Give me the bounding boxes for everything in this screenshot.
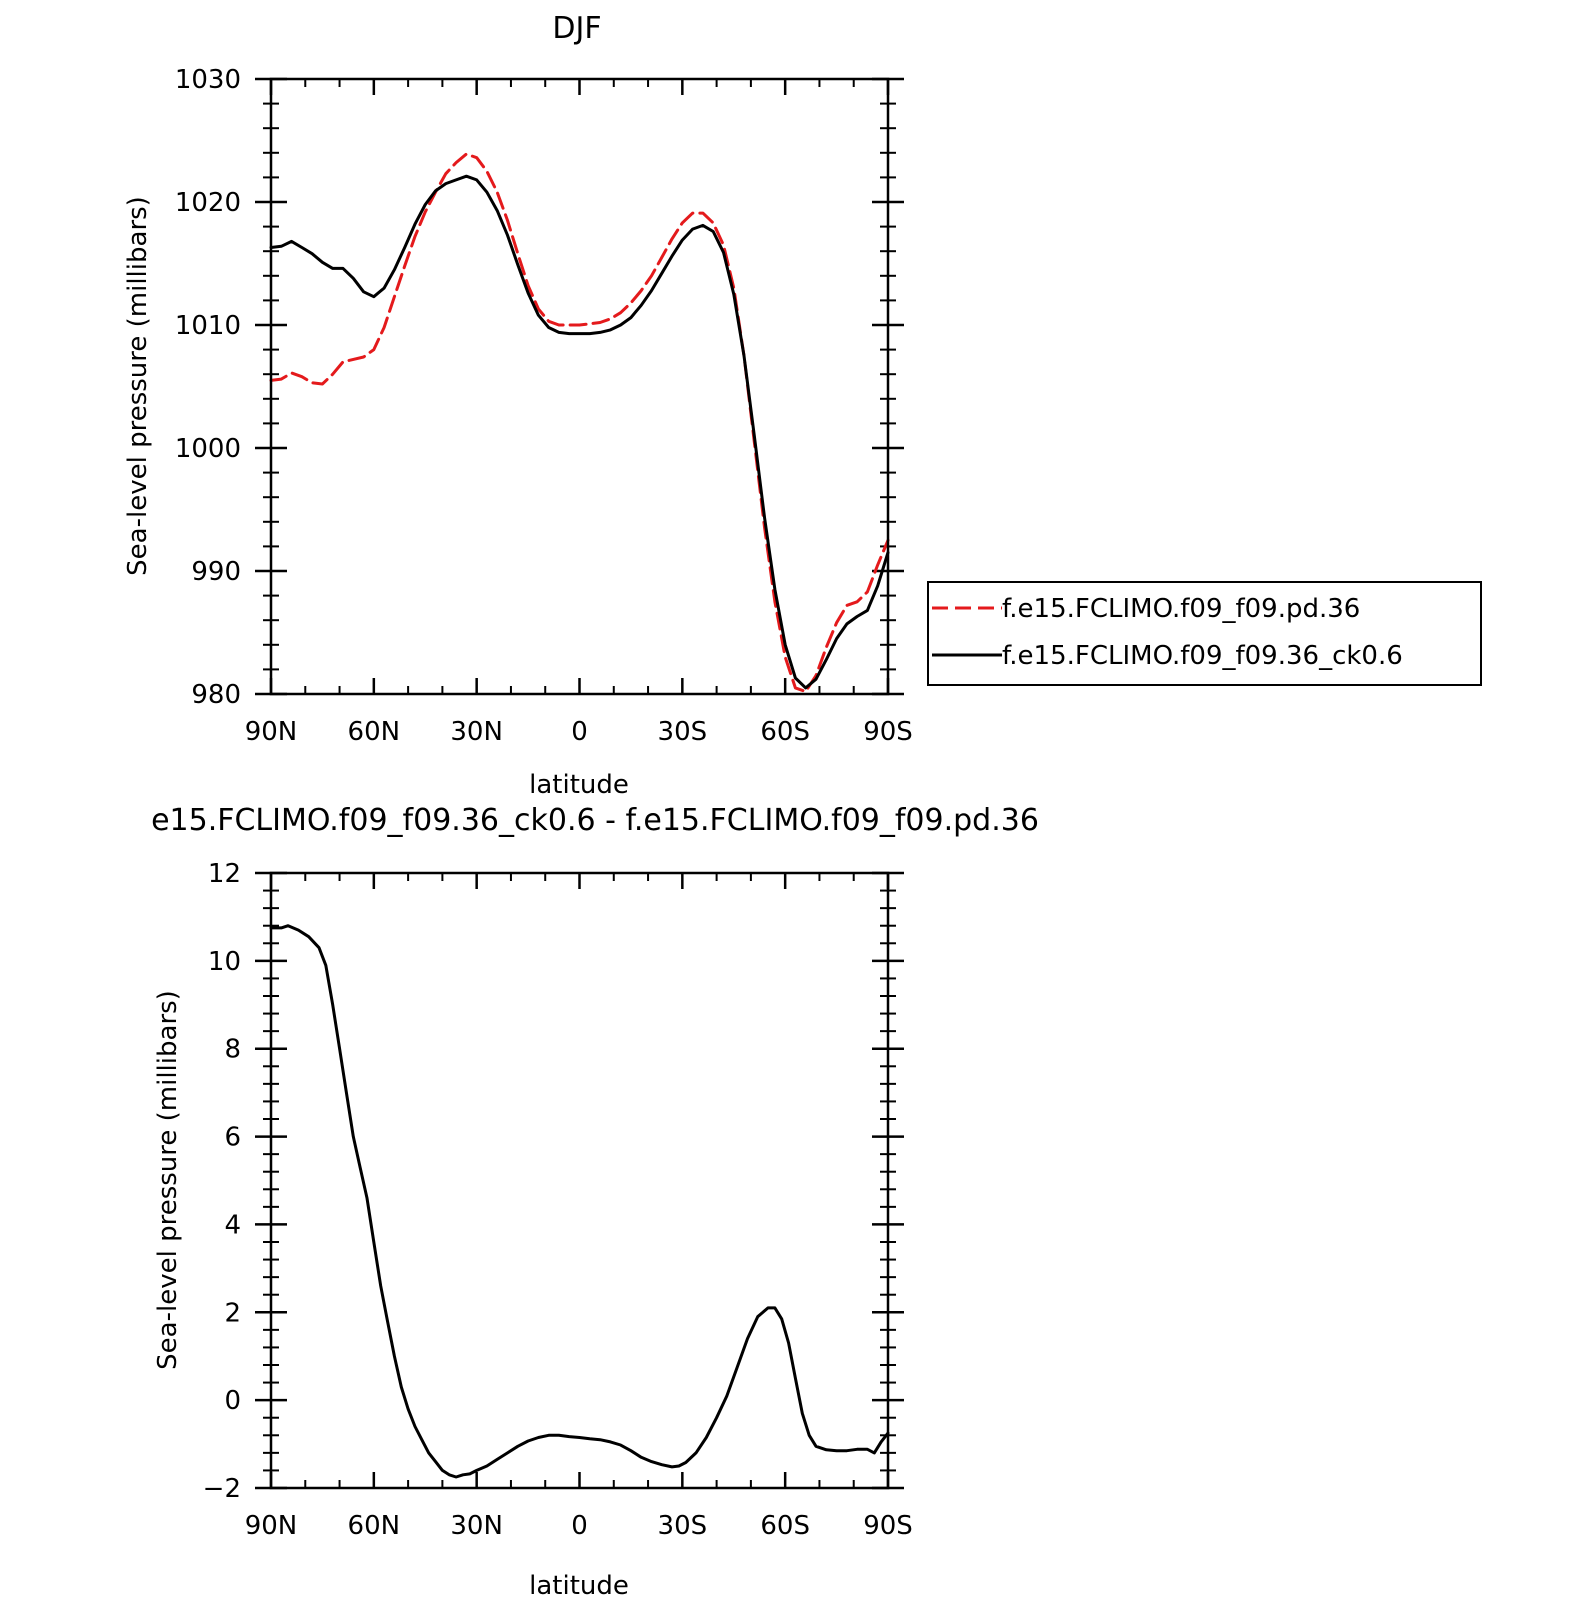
legend-label-ck06: f.e15.FCLIMO.f09_f09.36_ck0.6 [1002,641,1403,671]
x-tick-label: 0 [571,1511,588,1541]
y-tick-label: 980 [191,680,241,710]
x-axis-label: latitude [529,770,629,800]
x-tick-label: 60N [348,717,401,747]
x-tick-label: 60S [760,1511,810,1541]
x-tick-label: 90S [863,717,913,747]
dashed-series-line [269,152,890,693]
legend-box [927,581,1482,686]
x-tick-label: 90N [245,717,298,747]
x-tick-label: 90N [245,1511,298,1541]
legend: f.e15.FCLIMO.f09_f09.pd.36 f.e15.FCLIMO.… [927,581,1482,686]
y-axis-label: Sea-level pressure (millibars) [123,196,153,576]
y-tick-label: −2 [203,1474,241,1504]
x-tick-label: 30N [450,717,503,747]
y-tick-label: 1010 [175,311,241,341]
solid-series-line [269,924,890,1479]
y-tick-label: 1030 [175,65,241,95]
plot-frame [269,871,890,1490]
x-axis-label: latitude [529,1571,629,1601]
x-tick-label: 30S [658,717,708,747]
y-tick-label: 1000 [175,434,241,464]
x-tick-label: 60N [348,1511,401,1541]
chart-title: e15.FCLIMO.f09_f09.36_ck0.6 - f.e15.FCLI… [151,803,1039,838]
x-tick-label: 90S [863,1511,913,1541]
x-tick-label: 30N [450,1511,503,1541]
difference-panel: e15.FCLIMO.f09_f09.36_ck0.6 - f.e15.FCLI… [151,803,1039,1601]
chart-title: DJF [552,11,601,46]
y-tick-label: 4 [224,1210,241,1240]
y-tick-label: 10 [208,947,241,977]
solid-series-line [269,174,890,690]
y-axis-label: Sea-level pressure (millibars) [153,990,183,1370]
x-tick-label: 60S [760,717,810,747]
y-tick-label: 990 [191,557,241,587]
series-layer [269,924,890,1479]
y-tick-label: 12 [208,859,241,889]
y-tick-label: 0 [224,1386,241,1416]
y-tick-label: 8 [224,1035,241,1065]
series-layer [269,152,890,693]
y-tick-label: 1020 [175,188,241,218]
x-tick-label: 30S [658,1511,708,1541]
x-tick-label: 0 [571,717,588,747]
plot-frame [269,77,890,696]
legend-label-pd36: f.e15.FCLIMO.f09_f09.pd.36 [1002,594,1360,624]
y-tick-label: 6 [224,1123,241,1153]
y-tick-label: 2 [224,1298,241,1328]
tick-layer: 90N 60N 30N 0 30S 60S 90S −2 0 2 4 6 8 10 12 [203,859,913,1541]
tick-layer: 90N 60N 30N 0 30S 60S 90S 980 990 1000 1010 1020 103… [175,65,913,747]
djf-panel: DJF 90N 60N 30N 0 30S 60S 90S 980 990 1000 1010 102… [123,11,913,800]
